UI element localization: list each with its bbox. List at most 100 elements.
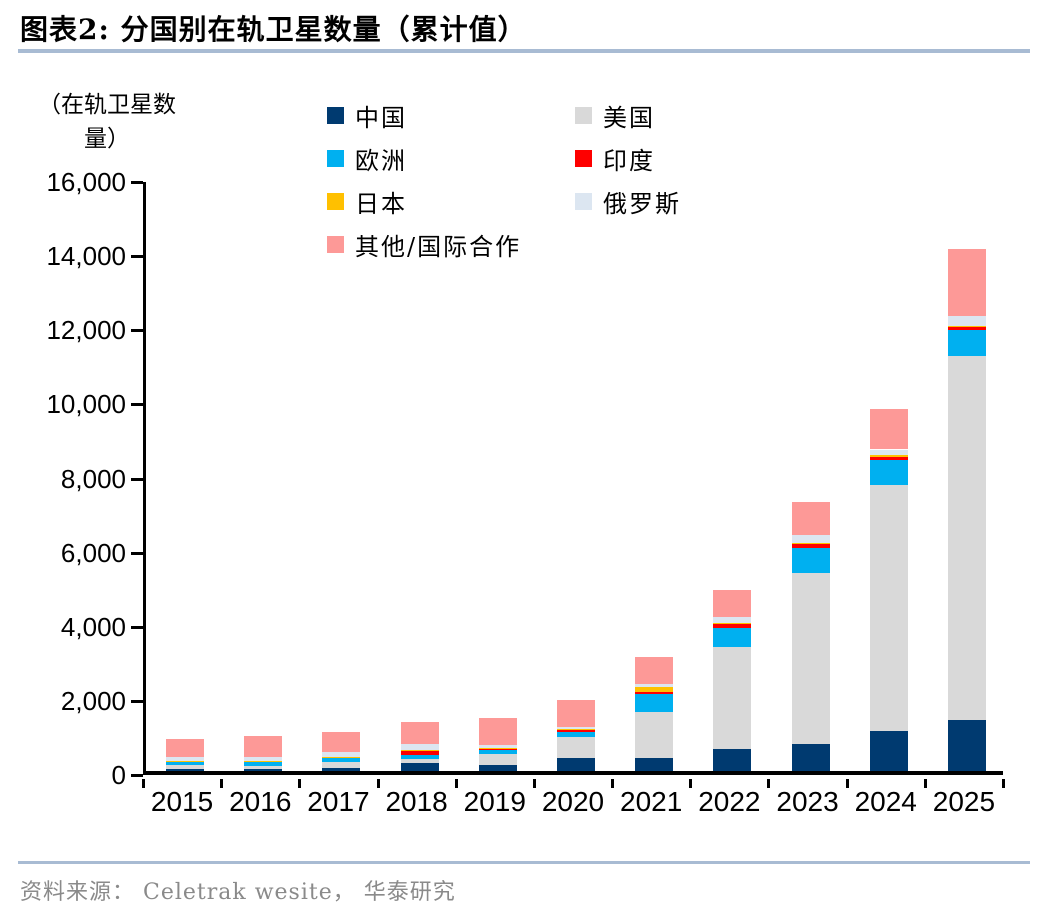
bar-segment-2023-series3	[791, 543, 830, 548]
source-rule	[18, 861, 1030, 864]
bar-segment-2021-series0	[635, 758, 674, 771]
x-axis-label-2018: 2018	[385, 786, 448, 817]
bar-segment-2020-series0	[557, 758, 595, 771]
y-axis-unit-line1: （在轨卫星数	[38, 92, 176, 118]
x-axis-tick-mark	[376, 779, 380, 788]
source-text: 资料来源： Celetrak wesite， 华泰研究	[20, 880, 456, 905]
bar-segment-2016-series5	[244, 756, 283, 762]
y-axis-tick-label: 16,000	[46, 167, 126, 197]
y-axis-tick-label: 4,000	[60, 611, 126, 642]
bar-segment-2024-series3	[869, 456, 908, 461]
legend-swatch-icon	[575, 149, 592, 167]
legend-label: 中国	[355, 103, 407, 132]
legend-swatch-icon	[327, 192, 344, 210]
bar-segment-2024-series0	[869, 731, 908, 771]
y-axis-tick-label: 8,000	[60, 463, 126, 494]
y-axis-tick-label: 10,000	[46, 389, 126, 420]
y-axis-tick-label: 2,000	[60, 685, 126, 716]
x-axis-tick-mark	[532, 779, 536, 788]
bar-segment-2023-series4	[791, 542, 830, 544]
bar-segment-2025-series4	[947, 325, 986, 327]
bar-segment-2020-series4	[557, 728, 595, 730]
y-axis-tick-label: 0	[111, 760, 126, 790]
legend-item-0: 中国	[327, 100, 575, 132]
bar-segment-2020-series2	[557, 732, 595, 738]
legend-label: 欧洲	[355, 146, 407, 175]
bar-segment-2018-series5	[400, 744, 439, 751]
bar-segment-2023-series1	[791, 573, 830, 744]
x-axis-label-2023: 2023	[776, 786, 839, 817]
y-axis-unit-line2: 量）	[84, 126, 130, 152]
bar-segment-2021-series4	[635, 687, 674, 692]
bar-segment-2018-series2	[400, 754, 439, 759]
page-title: 图表2: 分国别在轨卫星数量（累计值）	[20, 13, 527, 46]
plot-area	[143, 182, 1003, 775]
bar-segment-2019-series0	[478, 765, 517, 771]
bar-segment-2019-series6	[478, 717, 517, 745]
y-axis-tick-mark	[131, 774, 143, 777]
bar-segment-2021-series1	[635, 711, 674, 759]
bar-segment-2018-series6	[400, 721, 439, 745]
y-axis-tick-mark	[131, 255, 143, 259]
bar-segment-2015-series1	[166, 765, 205, 770]
bar-segment-2024-series6	[869, 408, 908, 450]
x-axis-label-2024: 2024	[854, 786, 917, 817]
bar-segment-2023-series6	[791, 501, 830, 535]
bar-segment-2016-series6	[244, 736, 283, 757]
bar-segment-2024-series4	[869, 455, 908, 457]
x-axis-tick-mark	[1002, 779, 1005, 788]
y-axis-tick-mark	[131, 181, 143, 184]
bar-segment-2019-series2	[478, 749, 517, 754]
legend-swatch-icon	[575, 192, 592, 210]
bar-segment-2018-series3	[400, 750, 439, 755]
bar-segment-2025-series6	[947, 249, 986, 316]
legend-swatch-icon	[575, 106, 592, 124]
bar-segment-2022-series6	[713, 590, 752, 617]
legend-item-2: 欧洲	[327, 143, 575, 175]
bar-segment-2025-series5	[947, 315, 986, 326]
bar-segment-2019-series3	[478, 748, 517, 750]
bar-segment-2018-series1	[400, 758, 439, 764]
y-axis-tick-label: 12,000	[46, 315, 126, 346]
bar-segment-2016-series2	[244, 761, 283, 766]
bar-segment-2018-series0	[400, 763, 439, 771]
legend-label: 日本	[355, 189, 407, 218]
legend-swatch-icon	[327, 149, 344, 167]
bar-segment-2023-series0	[791, 743, 830, 771]
bar-segment-2015-series2	[166, 761, 205, 766]
bar-segment-2019-series5	[478, 744, 517, 748]
x-axis-label-2022: 2022	[698, 786, 761, 817]
x-axis-tick-mark	[220, 779, 224, 788]
legend-label: 俄罗斯	[603, 189, 681, 218]
bar-segment-2023-series2	[791, 547, 830, 574]
bar-segment-2021-series6	[635, 657, 674, 685]
bar-segment-2024-series1	[869, 484, 908, 732]
bar-segment-2020-series6	[557, 699, 595, 727]
x-axis-tick-mark	[142, 779, 145, 788]
bar-segment-2025-series2	[947, 330, 986, 357]
x-axis-tick-mark	[689, 779, 693, 788]
y-axis-tick-mark	[131, 625, 143, 629]
x-axis-tick-mark	[611, 779, 615, 788]
bar-segment-2016-series0	[244, 769, 283, 771]
bar-segment-2021-series3	[635, 691, 674, 694]
x-axis-tick-mark	[454, 779, 458, 788]
legend-item-1: 美国	[575, 100, 823, 132]
x-axis-label-2017: 2017	[307, 786, 370, 817]
legend: 中国 美国欧洲 印度日本 俄罗斯 其他/国际合作	[327, 100, 823, 261]
bar-segment-2017-series0	[322, 768, 361, 771]
bar-segment-2022-series3	[713, 623, 752, 628]
bar-segment-2020-series1	[557, 737, 595, 759]
x-axis-tick-mark	[298, 779, 302, 788]
legend-label: 印度	[603, 146, 655, 175]
bar-segment-2022-series1	[713, 647, 752, 749]
bar-segment-2016-series1	[244, 765, 283, 770]
bar-segment-2021-series5	[635, 684, 674, 688]
bar-segment-2015-series0	[166, 769, 205, 771]
legend-item-6: 其他/国际合作	[327, 229, 575, 261]
y-axis-tick-mark	[131, 699, 143, 703]
x-axis-label-2015: 2015	[150, 786, 214, 817]
legend-item-4: 日本	[327, 186, 575, 218]
y-axis-tick-mark	[131, 477, 143, 481]
